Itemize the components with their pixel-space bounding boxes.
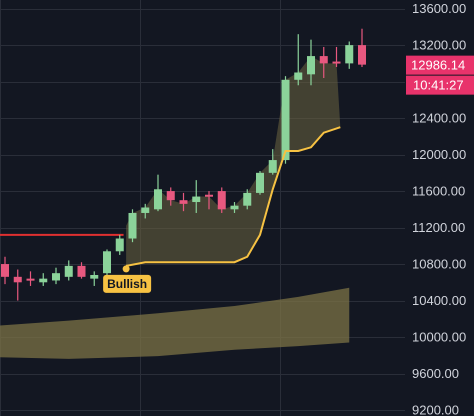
candle-body [90, 275, 99, 279]
candle [281, 76, 290, 164]
last-price-tag [406, 55, 474, 75]
y-tick-label: 12400.00 [412, 111, 466, 126]
candle-body [141, 207, 150, 213]
signal-dot [122, 265, 130, 273]
candle-body [192, 196, 201, 203]
countdown-value: 10:41:27 [413, 78, 464, 93]
candle [1, 256, 9, 285]
candle [128, 209, 137, 243]
annotation-layer: Bullish [103, 265, 152, 293]
stop-fill [126, 56, 341, 266]
candle-body [179, 200, 188, 204]
y-tick-label: 11200.00 [412, 220, 465, 235]
y-tick-label: 9200.00 [412, 403, 459, 416]
candle-body [26, 278, 35, 281]
y-tick-label: 12000.00 [412, 147, 466, 162]
candle-body [358, 45, 366, 65]
candle [103, 249, 111, 275]
candle-body [230, 205, 239, 210]
candle [358, 28, 366, 68]
stop-line [125, 126, 341, 267]
candle-body [217, 191, 226, 210]
candle [166, 187, 175, 206]
last-price-value: 12986.14 [411, 58, 465, 73]
candle [90, 271, 99, 286]
candle [307, 39, 315, 86]
candle-body [154, 189, 162, 210]
last-price-tags: 12986.14 10:41:27 [406, 55, 474, 95]
candle [179, 192, 188, 212]
candle-body [332, 61, 341, 64]
y-tick-label: 10800.00 [412, 257, 466, 272]
candle-body [103, 251, 111, 274]
stop-line-layer [125, 126, 341, 267]
candle [192, 180, 201, 213]
candle-body [77, 265, 86, 277]
y-tick-label: 9600.00 [412, 366, 459, 381]
candle [268, 149, 277, 175]
candle [319, 46, 328, 78]
candle-body [307, 56, 315, 75]
candle-body [294, 72, 303, 80]
candle-body [39, 278, 48, 283]
y-tick-label: 13600.00 [412, 1, 466, 16]
stop-fill-layer [126, 56, 341, 266]
candle [243, 189, 252, 210]
candle [13, 269, 22, 301]
candle-body [1, 264, 9, 277]
candle-body [256, 172, 264, 193]
band-layer [0, 287, 350, 359]
y-tick-label: 10400.00 [412, 293, 466, 308]
candle-body [345, 45, 354, 64]
cloud-band [0, 287, 350, 359]
candle [294, 34, 303, 86]
candle [345, 41, 354, 69]
candle-body [166, 191, 175, 201]
candle [154, 174, 162, 212]
candle [230, 202, 239, 213]
bullish-label: Bullish [107, 277, 147, 291]
y-tick-label: 11600.00 [412, 184, 465, 199]
candle [26, 271, 35, 286]
candle-body [268, 160, 277, 173]
candle-body [205, 194, 213, 197]
candles [1, 28, 366, 301]
candle [332, 46, 341, 68]
countdown-tag [406, 75, 474, 95]
candle [205, 191, 213, 210]
candle [39, 273, 48, 286]
candle-body [64, 265, 73, 277]
candle [64, 260, 73, 281]
candle-body [281, 79, 290, 161]
candle [217, 187, 226, 213]
bullish-label-box [103, 274, 152, 293]
candle [141, 203, 150, 219]
candle [77, 262, 86, 279]
candle-body [115, 238, 124, 252]
candle-body [128, 212, 137, 239]
candle-body [243, 192, 252, 206]
candle [115, 234, 124, 255]
y-tick-label: 10000.00 [412, 330, 466, 345]
candle [52, 267, 60, 285]
candle-body [52, 273, 60, 281]
candle-body [319, 56, 328, 64]
candle [256, 171, 264, 195]
y-tick-label: 13200.00 [412, 38, 466, 53]
candle-body [13, 276, 22, 283]
